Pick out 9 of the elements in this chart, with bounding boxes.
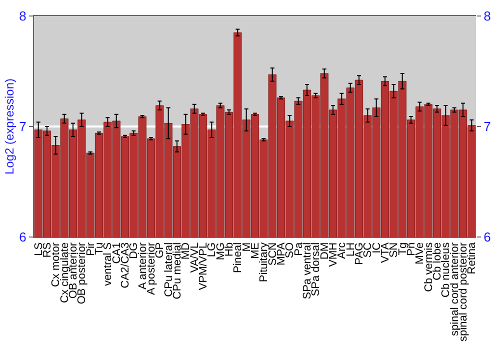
y-tick-label: 8 bbox=[19, 8, 26, 24]
x-tick-label: Tg bbox=[396, 242, 409, 256]
y2-tick-label: 7 bbox=[484, 119, 491, 134]
y-tick-label: 7 bbox=[19, 119, 26, 134]
x-tick-label: A posterior bbox=[146, 242, 158, 295]
y2-tick-label: 8 bbox=[484, 8, 491, 24]
y2-tick-label: 6 bbox=[484, 230, 491, 245]
y-tick-label: 6 bbox=[19, 230, 26, 245]
y-axis-title: Log2 (expression) bbox=[2, 78, 16, 175]
